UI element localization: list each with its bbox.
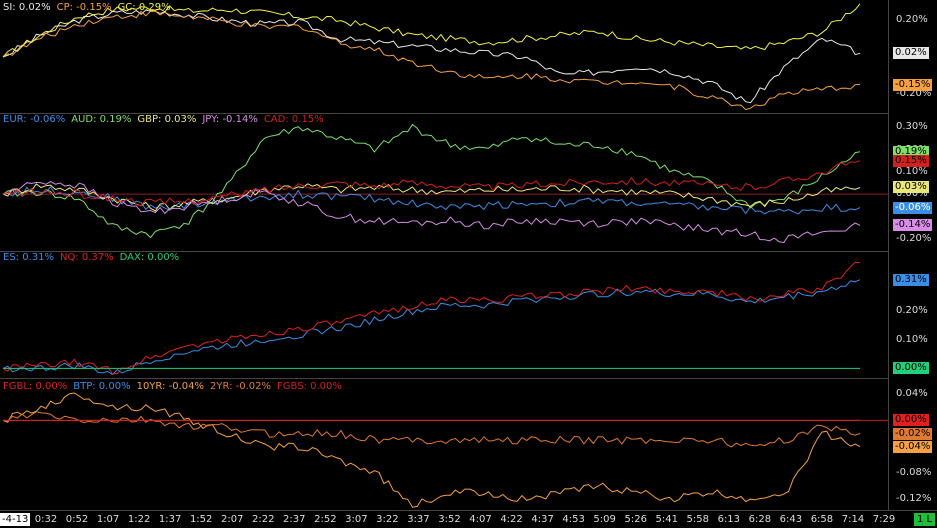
y-tick-label: 0.30%	[896, 121, 928, 133]
axis-divider	[888, 0, 889, 510]
legend-item-2yr: 2YR: -0.02%	[209, 381, 272, 392]
series-line-eur	[2, 186, 861, 215]
y-tick-label: 0.10%	[896, 333, 928, 345]
legend-item-btp: BTP: 0.00%	[73, 381, 131, 392]
layout-button[interactable]: 1 L	[914, 513, 936, 526]
x-tick-label: 6:58	[810, 514, 834, 525]
x-tick-label: 6:43	[779, 514, 803, 525]
series-line-2yr	[2, 411, 861, 448]
pane-divider-1	[0, 113, 888, 114]
legend-item-nq: NQ: 0.37%	[59, 252, 114, 263]
legend-item-cp: CP: -0.15%	[56, 2, 112, 13]
end-value-badge-fgbl: 0.00%	[893, 414, 929, 427]
x-tick-label: 4:22	[500, 514, 523, 525]
x-tick-label: 3:52	[438, 514, 461, 525]
x-tick-label: 4:53	[562, 514, 585, 525]
x-tick-label: 0:52	[65, 514, 89, 525]
legend-item-fgbs: FGBS: 0.00%	[277, 381, 342, 392]
end-value-badge-si: 0.02%	[893, 47, 929, 60]
y-tick-label: -0.20%	[896, 232, 932, 244]
end-value-badge-cp: -0.15%	[893, 78, 933, 91]
pane-legend: SI: 0.02% CP: -0.15% GC: 0.29%	[3, 2, 177, 13]
y-tick-label: 0.00%	[896, 188, 928, 200]
end-value-badge-2yr: -0.02%	[893, 427, 933, 440]
pane-legend: ES: 0.31% NQ: 0.37% DAX: 0.00%	[3, 252, 185, 263]
x-tick-label: 7:14	[841, 514, 865, 525]
x-tick-label: 5:26	[624, 514, 647, 525]
legend-item-gbp: GBP: 0.03%	[137, 114, 197, 125]
y-tick-label: 0.20%	[896, 305, 928, 317]
x-tick-label: 6:28	[748, 514, 772, 525]
y-tick-label: 0.20%	[896, 14, 928, 26]
x-tick-label: 2:07	[220, 514, 244, 525]
x-tick-label: 1:52	[189, 514, 213, 525]
y-tick-label: 0.10%	[896, 165, 928, 177]
legend-item-fgbl: FGBL: 0.00%	[3, 381, 68, 392]
series-line-cad	[2, 160, 861, 207]
series-line-gc	[2, 3, 861, 58]
x-tick-label: 3:22	[376, 514, 399, 525]
series-line-10yr	[2, 392, 861, 508]
legend-item-aud: AUD: 0.19%	[71, 114, 132, 125]
x-tick-label: 5:58	[686, 514, 709, 525]
y-tick-label: -0.08%	[896, 466, 932, 478]
series-line-si	[2, 9, 861, 104]
end-value-badge-cad: 0.15%	[893, 154, 929, 167]
series-line-jpy	[2, 181, 861, 244]
x-tick-label: 3:37	[407, 514, 430, 525]
x-tick-label: 1:37	[158, 514, 182, 525]
y-tick-label: -0.12%	[896, 493, 932, 505]
pane-divider-3	[0, 378, 888, 379]
x-tick-label: 3:07	[345, 514, 368, 525]
series-line-gbp	[2, 183, 861, 212]
x-tick-label: 5:09	[593, 514, 616, 525]
x-tick-label: 1:22	[127, 514, 151, 525]
pane-legend: EUR: -0.06% AUD: 0.19% GBP: 0.03% JPY: -0.1…	[3, 114, 330, 125]
y-tick-label: -0.20%	[896, 87, 932, 99]
pane-legend: FGBL: 0.00% BTP: 0.00% 10YR: -0.04% 2YR: -0…	[3, 381, 348, 392]
end-value-badge-dax: 0.00%	[893, 362, 929, 375]
x-tick-label: 2:22	[252, 514, 275, 525]
x-tick-label: 2:52	[314, 514, 337, 525]
x-tick-label: 2:37	[283, 514, 306, 525]
time-axis-divider	[0, 510, 937, 511]
legend-item-si: SI: 0.02%	[3, 2, 51, 13]
end-value-badge-gbp: 0.03%	[893, 181, 929, 194]
x-tick-label: 4:07	[469, 514, 492, 525]
x-tick-label: 5:41	[655, 514, 678, 525]
x-tick-label: 1:07	[96, 514, 120, 525]
legend-item-cad: CAD: 0.15%	[263, 114, 324, 125]
series-line-es	[2, 279, 861, 376]
legend-item-10yr: 10YR: -0.04%	[136, 381, 204, 392]
legend-item-gc: GC: 0.29%	[117, 2, 171, 13]
legend-item-dax: DAX: 0.00%	[119, 252, 180, 263]
legend-item-eur: EUR: -0.06%	[3, 114, 66, 125]
series-line-cp	[2, 10, 861, 111]
date-label: -4-13	[0, 513, 31, 526]
x-tick-label: 4:37	[531, 514, 554, 525]
end-value-badge-10yr: -0.04%	[893, 440, 933, 453]
series-line-aud	[2, 123, 861, 239]
series-line-nq	[2, 261, 861, 375]
x-tick-label: 6:13	[717, 514, 741, 525]
pane-divider-2	[0, 251, 888, 252]
end-value-badge-es: 0.31%	[893, 273, 929, 286]
legend-item-jpy: JPY: -0.14%	[202, 114, 258, 125]
x-tick-label: 7:29	[872, 514, 896, 525]
legend-item-es: ES: 0.31%	[3, 252, 54, 263]
x-tick-label: 0:32	[34, 514, 58, 525]
end-value-badge-jpy: -0.14%	[893, 219, 933, 232]
end-value-badge-eur: -0.06%	[893, 201, 933, 214]
y-tick-label: 0.04%	[896, 388, 928, 400]
